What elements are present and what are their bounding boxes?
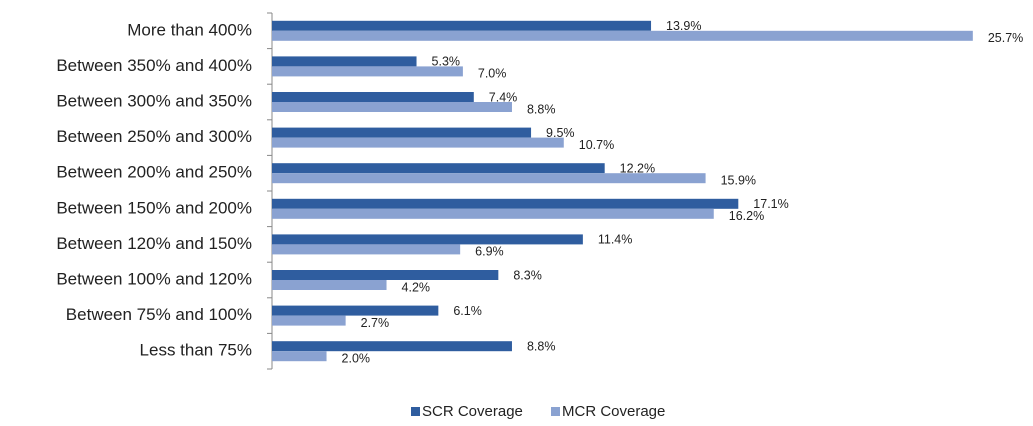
category-label: Between 150% and 200% — [56, 198, 252, 217]
value-label: 25.7% — [988, 31, 1023, 45]
value-label: 11.4% — [598, 233, 633, 247]
bar — [272, 137, 564, 148]
category-label: Between 120% and 150% — [56, 234, 252, 253]
bar — [272, 102, 512, 112]
category-label: Between 100% and 120% — [56, 269, 252, 288]
value-label: 15.9% — [721, 173, 756, 187]
value-label: 7.4% — [489, 90, 518, 104]
category-label: Between 75% and 100% — [66, 305, 252, 324]
value-label: 6.1% — [453, 304, 482, 318]
bar — [272, 20, 652, 31]
value-label: 2.0% — [342, 351, 371, 365]
bar — [272, 92, 474, 102]
legend-swatch — [551, 407, 560, 416]
value-label: 8.8% — [527, 339, 556, 353]
bar — [272, 173, 706, 184]
value-label: 10.7% — [579, 138, 614, 152]
legend-swatch — [411, 407, 420, 416]
bar — [272, 315, 346, 326]
category-label: Less than 75% — [140, 341, 252, 360]
category-label: Between 350% and 400% — [56, 56, 252, 75]
bar — [272, 234, 583, 245]
bar — [272, 270, 499, 280]
value-label: 5.3% — [432, 55, 461, 69]
bar — [272, 66, 463, 77]
bar — [272, 198, 739, 209]
bar — [272, 244, 461, 255]
bar — [272, 208, 714, 219]
bar — [272, 351, 327, 362]
value-label: 2.7% — [361, 316, 390, 330]
value-label: 12.2% — [620, 161, 655, 175]
value-label: 6.9% — [475, 245, 504, 259]
category-label: Between 200% and 250% — [56, 163, 252, 182]
legend-label: MCR Coverage — [562, 403, 665, 420]
legend-label: SCR Coverage — [422, 403, 523, 420]
value-label: 8.3% — [513, 268, 542, 282]
value-label: 8.8% — [527, 102, 556, 116]
value-label: 16.2% — [729, 209, 764, 223]
category-label: Between 300% and 350% — [56, 91, 252, 110]
category-label: More than 400% — [127, 20, 252, 39]
category-label: Between 250% and 300% — [56, 127, 252, 146]
value-label: 4.2% — [402, 280, 431, 294]
value-label: 7.0% — [478, 67, 507, 81]
bar — [272, 127, 532, 138]
bar — [272, 56, 417, 67]
bar — [272, 163, 605, 174]
bar — [272, 341, 512, 352]
value-label: 13.9% — [666, 19, 701, 33]
bar — [272, 305, 439, 316]
bar — [272, 280, 387, 290]
bar — [272, 30, 973, 41]
value-label: 9.5% — [546, 126, 575, 140]
value-label: 17.1% — [753, 197, 788, 211]
